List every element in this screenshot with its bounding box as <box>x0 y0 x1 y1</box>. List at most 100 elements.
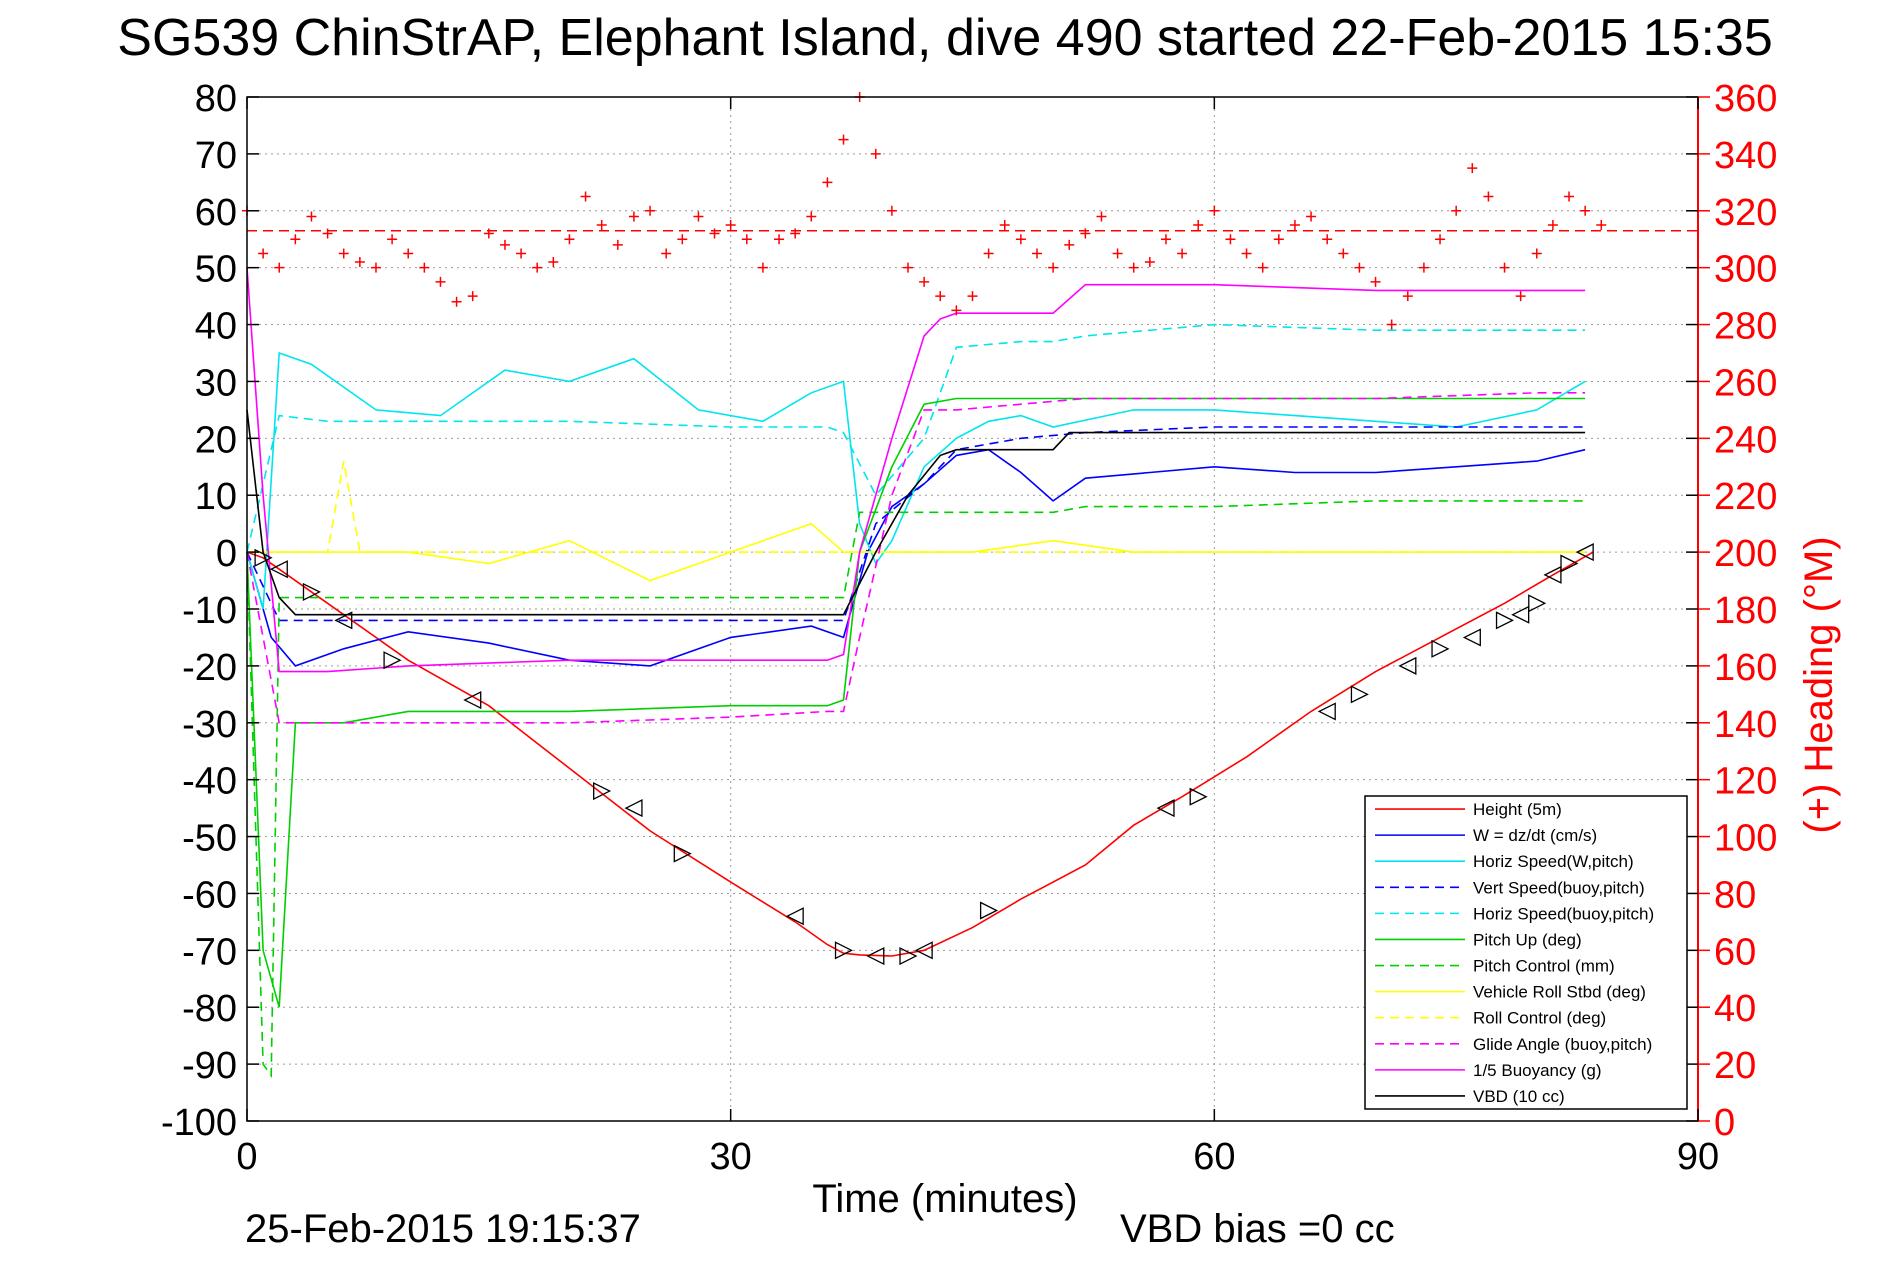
series-line-11 <box>246 409 1586 616</box>
dive-marker <box>1575 543 1594 562</box>
heading-marker <box>1080 228 1091 239</box>
y-tick-label: 40 <box>195 306 237 348</box>
heading-marker <box>435 276 446 287</box>
heading-marker <box>274 262 285 273</box>
legend: Height (5m) W = dz/dt (cm/s) Horiz Speed(W… <box>1364 795 1688 1110</box>
heading-marker <box>886 205 897 216</box>
legend-label-4: Horiz Speed(buoy,pitch) <box>1473 904 1654 923</box>
heading-marker <box>709 228 720 239</box>
heading-tick-label: 360 <box>1714 78 1777 120</box>
heading-tick-label: 340 <box>1714 135 1777 177</box>
heading-marker <box>1467 163 1478 174</box>
dive-marker <box>673 844 692 863</box>
heading-marker <box>661 248 672 259</box>
heading-marker <box>1257 262 1268 273</box>
dive-marker <box>269 560 288 579</box>
heading-marker <box>322 228 333 239</box>
dive-marker <box>624 799 643 818</box>
heading-marker <box>596 220 607 230</box>
heading-marker <box>580 191 591 202</box>
grid <box>247 97 1698 1121</box>
chart-title: SG539 ChinStrAP, Elephant Island, dive 4… <box>117 9 1772 67</box>
dive-marker <box>463 690 482 710</box>
heading-marker <box>532 262 543 273</box>
y-tick-label: 70 <box>195 135 237 177</box>
legend-label-3: Vert Speed(buoy,pitch) <box>1473 878 1645 897</box>
heading-tick-label: 120 <box>1714 761 1777 803</box>
heading-marker <box>903 262 914 273</box>
dive-marker <box>1543 565 1562 584</box>
heading-marker <box>1322 234 1333 245</box>
heading-marker <box>1354 262 1365 273</box>
dive-marker <box>1317 702 1336 721</box>
series-line-6 <box>246 500 1586 1078</box>
heading-tick-label: 260 <box>1714 362 1777 404</box>
legend-label-11: VBD (10 cc) <box>1473 1087 1565 1106</box>
dive-marker <box>1156 799 1175 818</box>
heading-tick-label: 40 <box>1714 988 1756 1030</box>
heading-marker <box>1418 262 1429 273</box>
heading-tick-label: 80 <box>1714 874 1756 916</box>
heading-marker <box>1451 205 1462 216</box>
y-tick-label: -10 <box>182 590 237 632</box>
heading-marker <box>258 248 269 259</box>
heading-marker <box>1031 248 1042 259</box>
heading-marker <box>354 256 365 267</box>
x-tick-label: 90 <box>1677 1136 1719 1178</box>
legend-label-9: Glide Angle (buoy,pitch) <box>1473 1035 1652 1054</box>
heading-marker <box>483 228 494 239</box>
heading-marker <box>1209 205 1220 216</box>
heading-marker <box>1064 239 1075 250</box>
y-tick-label: -40 <box>182 761 237 803</box>
heading-marker <box>983 248 994 259</box>
y-tick-label: -80 <box>182 988 237 1030</box>
dive-marker <box>593 781 612 801</box>
dive-marker <box>914 941 933 960</box>
heading-tick-label: 160 <box>1714 647 1777 689</box>
axes: 80706050403020100-10-20-30-40-50-60-70-8… <box>161 78 1777 1178</box>
y-tick-label: 0 <box>216 533 237 575</box>
x-tick-label: 30 <box>710 1136 752 1178</box>
heading-marker <box>645 205 656 216</box>
heading-marker <box>1144 256 1155 267</box>
heading-marker <box>741 234 752 245</box>
heading-marker <box>757 262 768 273</box>
heading-marker <box>1402 291 1413 302</box>
heading-marker <box>628 211 639 222</box>
x-tick-label: 60 <box>1193 1136 1235 1178</box>
heading-tick-label: 280 <box>1714 306 1777 348</box>
series-line-0 <box>246 551 1594 957</box>
legend-label-10: 1/5 Buoyancy (g) <box>1473 1061 1602 1080</box>
dive-marker <box>302 582 321 601</box>
heading-tick-label: 60 <box>1714 931 1756 973</box>
legend-label-2: Horiz Speed(W,pitch) <box>1473 852 1634 871</box>
series-line-10 <box>246 267 1586 673</box>
right-axis-label: (+) Heading (°M) <box>1797 536 1841 833</box>
heading-marker <box>499 239 510 250</box>
dive-marker <box>1495 611 1514 630</box>
dive-marker <box>1189 787 1208 806</box>
footer-vbd-bias: VBD bias =0 cc <box>1120 1207 1395 1251</box>
series-line-8 <box>247 460 1586 553</box>
heading-marker <box>564 234 575 245</box>
dive-marker <box>1560 554 1579 573</box>
legend-label-7: Vehicle Roll Stbd (deg) <box>1473 983 1646 1002</box>
heading-marker <box>1112 248 1123 259</box>
x-axis-label: Time (minutes) <box>812 1177 1077 1221</box>
heading-marker <box>290 234 301 245</box>
legend-label-5: Pitch Up (deg) <box>1473 930 1582 949</box>
heading-marker <box>1483 191 1494 202</box>
y-tick-label: -70 <box>182 931 237 973</box>
heading-marker <box>1306 211 1317 222</box>
heading-tick-label: 300 <box>1714 249 1777 291</box>
y-tick-label: -30 <box>182 704 237 746</box>
heading-marker <box>935 291 946 302</box>
y-tick-label: -100 <box>161 1102 237 1144</box>
legend-label-1: W = dz/dt (cm/s) <box>1473 826 1597 845</box>
heading-marker <box>693 211 704 222</box>
legend-label-8: Roll Control (deg) <box>1473 1009 1606 1028</box>
heading-tick-label: 140 <box>1714 704 1777 746</box>
dive-marker <box>1511 605 1530 624</box>
heading-marker <box>1160 234 1171 245</box>
